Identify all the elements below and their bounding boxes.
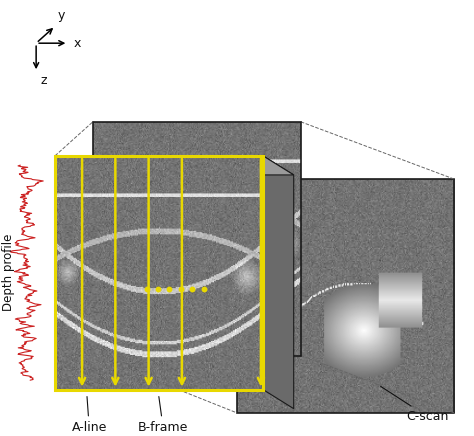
Text: y: y — [58, 10, 65, 22]
Text: A-line: A-line — [72, 397, 107, 434]
Text: C-scan: C-scan — [381, 386, 449, 423]
Text: Depth profile: Depth profile — [1, 234, 15, 311]
Text: x: x — [74, 37, 82, 50]
Bar — [237, 179, 455, 413]
Bar — [93, 122, 301, 355]
Text: z: z — [41, 74, 47, 87]
Polygon shape — [263, 156, 294, 409]
Bar — [55, 156, 263, 389]
Polygon shape — [55, 156, 294, 175]
Bar — [55, 156, 263, 389]
Text: B-frame: B-frame — [138, 397, 188, 434]
